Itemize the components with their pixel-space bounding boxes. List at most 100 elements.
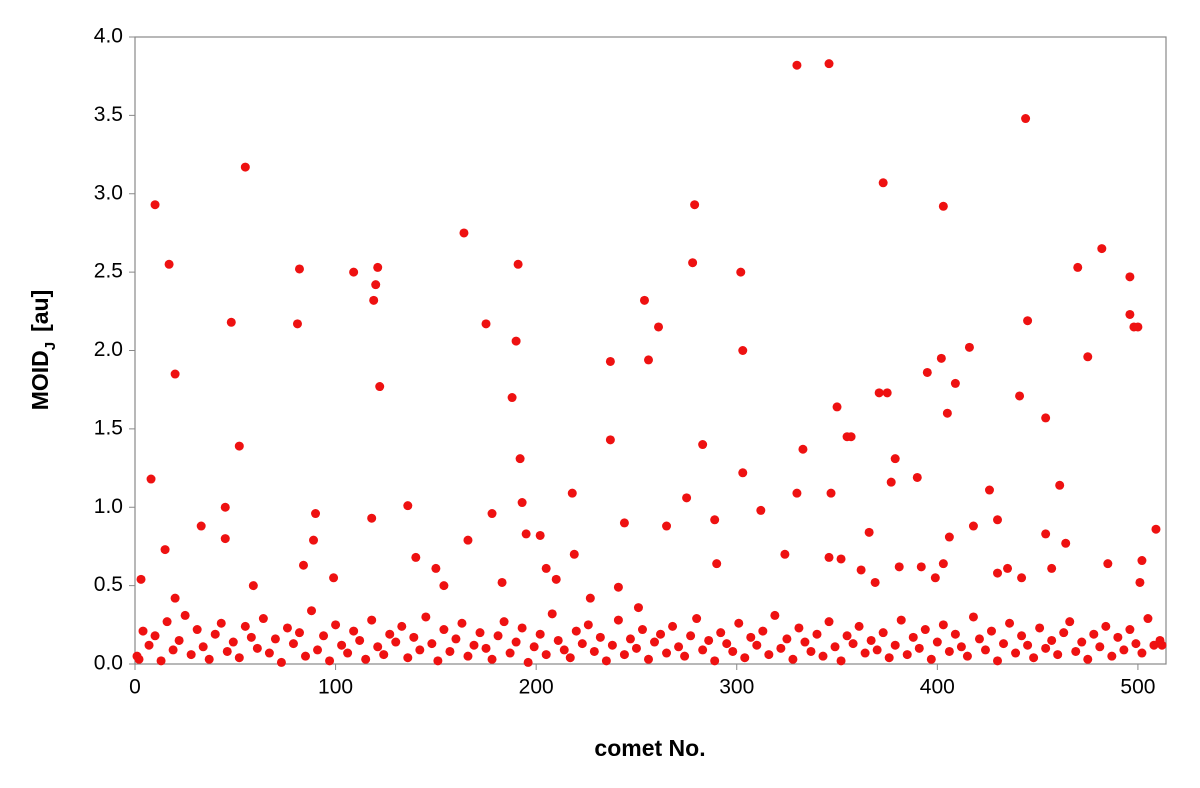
point: [890, 640, 900, 650]
point: [144, 640, 154, 650]
point: [643, 355, 653, 365]
point: [738, 346, 748, 355]
point: [439, 625, 449, 635]
point: [409, 632, 419, 642]
point: [870, 577, 880, 587]
point: [639, 295, 649, 305]
point: [146, 474, 156, 484]
point: [298, 560, 308, 570]
point: [993, 656, 1003, 666]
point: [521, 529, 531, 539]
point: [499, 617, 509, 627]
point: [864, 527, 874, 537]
point: [331, 620, 341, 630]
point: [349, 267, 359, 277]
point: [198, 642, 208, 652]
point: [337, 640, 347, 650]
point: [722, 639, 732, 649]
point: [294, 628, 304, 638]
point: [371, 280, 381, 290]
point: [349, 626, 359, 636]
point: [385, 629, 395, 639]
point: [942, 408, 952, 418]
point: [1151, 524, 1161, 534]
point: [1125, 625, 1135, 635]
point: [264, 648, 274, 658]
point: [950, 629, 960, 639]
point: [571, 626, 581, 636]
point: [252, 643, 262, 653]
point: [234, 653, 244, 663]
point: [1125, 272, 1135, 282]
point: [1071, 646, 1081, 656]
point: [930, 573, 940, 583]
point: [258, 614, 268, 624]
point: [846, 432, 856, 442]
point: [1089, 629, 1099, 639]
point: [507, 393, 517, 403]
point: [300, 651, 310, 661]
point: [738, 468, 748, 478]
point: [878, 628, 888, 638]
point: [1053, 650, 1063, 660]
point: [964, 342, 974, 352]
point: [355, 635, 365, 645]
point: [196, 521, 206, 531]
point: [792, 60, 802, 70]
point: [866, 635, 876, 645]
point: [463, 535, 473, 545]
point: [513, 259, 523, 269]
point: [529, 642, 539, 652]
point: [654, 322, 664, 332]
point: [938, 620, 948, 630]
point: [682, 493, 692, 503]
point: [1119, 645, 1129, 655]
point: [792, 488, 802, 498]
point: [668, 621, 678, 631]
point: [1073, 262, 1083, 272]
point: [475, 628, 485, 638]
point: [270, 634, 280, 644]
point: [914, 643, 924, 653]
y-tick-label: 2.0: [94, 338, 123, 361]
point: [170, 369, 180, 379]
point: [698, 440, 708, 450]
point: [427, 639, 437, 649]
point: [860, 648, 870, 658]
point: [367, 513, 377, 523]
point: [220, 534, 230, 544]
point: [288, 639, 298, 649]
point: [329, 573, 339, 583]
x-tick-label: 0: [129, 676, 141, 699]
point: [459, 228, 469, 238]
point: [631, 643, 641, 653]
point: [824, 552, 834, 562]
point: [228, 637, 238, 647]
point: [551, 574, 561, 584]
point: [716, 628, 726, 638]
point: [950, 378, 960, 388]
point: [226, 317, 236, 327]
point: [375, 382, 385, 392]
point: [780, 549, 790, 559]
point: [680, 651, 690, 661]
point: [170, 593, 180, 603]
point: [150, 631, 160, 641]
point: [313, 645, 323, 655]
point: [912, 472, 922, 482]
point: [1047, 635, 1057, 645]
point: [824, 59, 834, 69]
point: [637, 625, 647, 635]
point: [1143, 614, 1153, 624]
point: [164, 259, 174, 269]
point: [1023, 640, 1033, 650]
point: [559, 645, 569, 655]
point: [613, 582, 623, 592]
point: [740, 653, 750, 663]
point: [1097, 244, 1107, 254]
point: [487, 509, 497, 519]
point: [874, 388, 884, 398]
point: [962, 651, 972, 661]
point: [1023, 316, 1033, 326]
